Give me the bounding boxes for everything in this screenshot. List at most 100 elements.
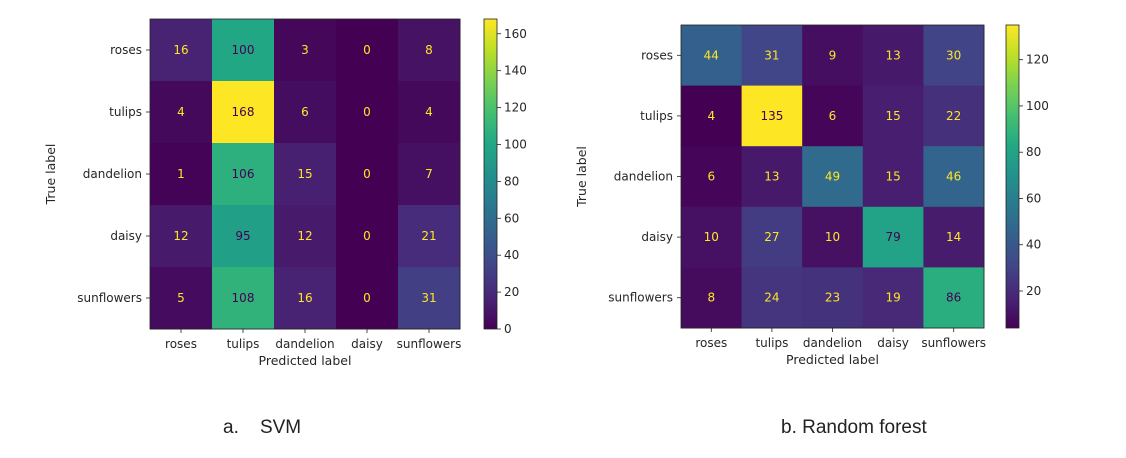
x-axis-label: Predicted label (786, 352, 879, 367)
cell-value-roses-tulips: 100 (232, 43, 255, 57)
cell-dandelion-dandelion (274, 143, 337, 206)
svm-confusion-matrix: 16 100 3 0 84 168 6 0 41 106 15 0 712 95 12 0 215 108 16 0 3… (43, 18, 527, 368)
cell-value-roses-sunflowers: 8 (425, 43, 433, 57)
cell-dandelion-roses (150, 143, 213, 206)
cell-value-tulips-roses: 4 (707, 109, 715, 123)
cell-value-dandelion-tulips: 13 (764, 170, 779, 184)
cell-tulips-roses (150, 81, 213, 144)
cell-value-roses-daisy: 0 (363, 43, 371, 57)
cell-daisy-sunflowers (923, 206, 985, 268)
cell-value-tulips-sunflowers: 22 (946, 109, 961, 123)
cell-value-sunflowers-tulips: 24 (764, 291, 779, 305)
y-tick-label-dandelion: dandelion (614, 170, 673, 184)
y-tick-label-daisy: daisy (110, 229, 142, 243)
y-tick-label-roses: roses (641, 48, 673, 62)
cell-value-tulips-tulips: 168 (232, 105, 255, 119)
cell-value-daisy-sunflowers: 14 (946, 230, 961, 244)
cell-value-dandelion-sunflowers: 46 (946, 170, 961, 184)
y-tick-label-sunflowers: sunflowers (77, 291, 142, 305)
cell-dandelion-tulips (741, 146, 803, 208)
cell-daisy-tulips (212, 205, 275, 268)
x-tick-label-tulips: tulips (227, 337, 260, 351)
x-tick-label-roses: roses (165, 337, 197, 351)
colorbar-tick-label-160: 160 (504, 27, 527, 41)
cell-value-sunflowers-roses: 8 (707, 291, 715, 305)
y-axis-label: True label (43, 144, 58, 206)
cell-value-daisy-tulips: 27 (764, 230, 779, 244)
cell-value-dandelion-tulips: 106 (232, 167, 255, 181)
colorbar-tick-label-100: 100 (1026, 99, 1049, 113)
cell-value-roses-roses: 16 (173, 43, 188, 57)
colorbar-tick-label-20: 20 (1026, 284, 1041, 298)
cell-sunflowers-tulips (212, 267, 275, 330)
cell-tulips-daisy (862, 85, 924, 147)
cell-value-daisy-daisy: 79 (885, 230, 900, 244)
x-tick-label-dandelion: dandelion (275, 337, 334, 351)
cell-value-dandelion-dandelion: 49 (825, 170, 840, 184)
cell-roses-daisy (862, 25, 924, 87)
cell-value-sunflowers-sunflowers: 31 (421, 291, 436, 305)
cell-value-tulips-daisy: 0 (363, 105, 371, 119)
cell-daisy-dandelion (274, 205, 337, 268)
cell-value-daisy-daisy: 0 (363, 229, 371, 243)
cell-sunflowers-tulips (741, 267, 803, 329)
cell-roses-sunflowers (398, 19, 461, 82)
cell-value-dandelion-daisy: 15 (885, 170, 900, 184)
cell-value-daisy-dandelion: 12 (297, 229, 312, 243)
cell-daisy-roses (681, 206, 743, 268)
cell-dandelion-dandelion (802, 146, 864, 208)
cell-daisy-daisy (336, 205, 399, 268)
colorbar-tick-label-120: 120 (504, 101, 527, 115)
y-tick-label-daisy: daisy (641, 230, 673, 244)
cell-value-dandelion-roses: 1 (177, 167, 185, 181)
cell-value-daisy-roses: 12 (173, 229, 188, 243)
cell-roses-dandelion (802, 25, 864, 87)
colorbar-tick-label-40: 40 (1026, 238, 1041, 252)
cell-value-dandelion-dandelion: 15 (297, 167, 312, 181)
cell-value-roses-dandelion: 9 (829, 48, 837, 62)
cell-value-sunflowers-daisy: 19 (885, 291, 900, 305)
x-tick-label-roses: roses (695, 336, 727, 350)
y-tick-label-tulips: tulips (109, 105, 142, 119)
cell-sunflowers-sunflowers (923, 267, 985, 329)
cell-value-sunflowers-sunflowers: 86 (946, 291, 961, 305)
cell-value-sunflowers-roses: 5 (177, 291, 185, 305)
cell-dandelion-roses (681, 146, 743, 208)
cell-daisy-sunflowers (398, 205, 461, 268)
x-tick-label-dandelion: dandelion (803, 336, 862, 350)
cell-value-dandelion-daisy: 0 (363, 167, 371, 181)
cell-tulips-tulips (212, 81, 275, 144)
cell-tulips-sunflowers (398, 81, 461, 144)
cell-value-daisy-tulips: 95 (235, 229, 250, 243)
y-tick-label-roses: roses (110, 43, 142, 57)
cell-dandelion-daisy (336, 143, 399, 206)
colorbar-tick-label-140: 140 (504, 64, 527, 78)
cell-value-dandelion-sunflowers: 7 (425, 167, 433, 181)
cell-sunflowers-dandelion (802, 267, 864, 329)
cell-value-dandelion-roses: 6 (707, 170, 715, 184)
cell-roses-tulips (741, 25, 803, 87)
cell-roses-roses (681, 25, 743, 87)
colorbar-tick-label-60: 60 (1026, 191, 1041, 205)
cell-tulips-dandelion (802, 85, 864, 147)
colorbar-tick-label-20: 20 (504, 285, 519, 299)
y-tick-label-dandelion: dandelion (83, 167, 142, 181)
cell-value-sunflowers-tulips: 108 (232, 291, 255, 305)
cell-dandelion-tulips (212, 143, 275, 206)
cell-tulips-roses (681, 85, 743, 147)
cell-value-daisy-sunflowers: 21 (421, 229, 436, 243)
cell-sunflowers-dandelion (274, 267, 337, 330)
cell-tulips-tulips (741, 85, 803, 147)
cell-value-sunflowers-daisy: 0 (363, 291, 371, 305)
cell-value-roses-roses: 44 (704, 48, 719, 62)
cell-value-daisy-roses: 10 (704, 230, 719, 244)
colorbar (1005, 24, 1020, 329)
cell-value-sunflowers-dandelion: 23 (825, 291, 840, 305)
caption-random-forest: b. Random forest (781, 417, 927, 438)
x-tick-label-daisy: daisy (351, 337, 383, 351)
cell-sunflowers-daisy (862, 267, 924, 329)
cell-value-daisy-dandelion: 10 (825, 230, 840, 244)
cell-value-sunflowers-dandelion: 16 (297, 291, 312, 305)
